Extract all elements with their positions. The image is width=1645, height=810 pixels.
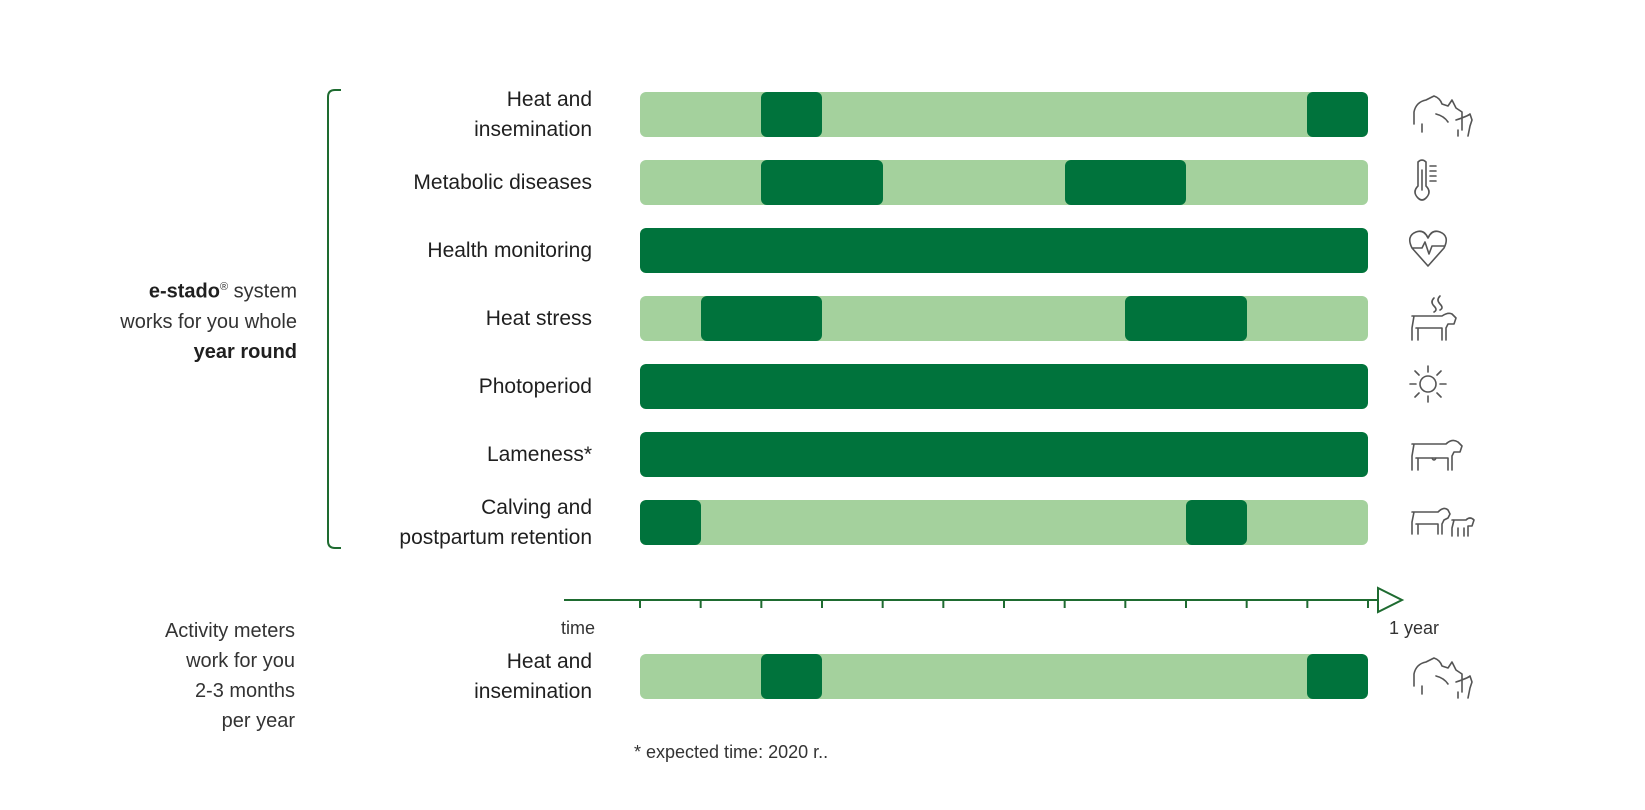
cow-heat-icon — [1411, 295, 1457, 341]
row-label-line: Heat stress — [485, 306, 592, 330]
bar-track — [640, 296, 1368, 341]
row-label-line: Heat and — [506, 87, 592, 111]
active-segment — [761, 92, 822, 137]
meters-description: Activity meters work for you 2-3 months … — [164, 620, 295, 732]
row-label-line: postpartum retention — [399, 525, 592, 549]
cows-mating-icon — [1413, 657, 1473, 699]
bar-track — [640, 500, 1368, 545]
active-segment — [640, 500, 701, 545]
brand-name: e-stado — [148, 280, 220, 303]
row-label: Lameness* — [487, 440, 592, 470]
cow-icon — [1411, 439, 1463, 471]
footnote: * expected time: 2020 r.. — [634, 742, 829, 762]
active-segment — [1125, 296, 1247, 341]
active-segment — [640, 364, 1368, 409]
active-segment — [640, 228, 1368, 273]
axis-start-label: time — [561, 618, 596, 638]
thermometer-icon — [1414, 159, 1437, 201]
row-label-line: Health monitoring — [427, 238, 592, 262]
row-label: Photoperiod — [479, 372, 592, 402]
active-segment — [1307, 654, 1368, 699]
active-segment — [700, 296, 822, 341]
row-label: Health monitoring — [427, 236, 592, 266]
bar-track — [640, 432, 1368, 477]
heart-pulse-icon — [1408, 230, 1448, 267]
row-label-line: insemination — [474, 117, 592, 141]
registered-mark: ® — [219, 281, 229, 293]
row-label: Heat stress — [486, 304, 592, 334]
axis-end-label: 1 year — [1389, 618, 1440, 638]
row-label: Heat and insemination — [474, 647, 592, 707]
cows-mating-icon — [1413, 95, 1473, 137]
row-label: Calving and postpartum retention — [399, 493, 592, 553]
row-label-line: insemination — [474, 679, 592, 703]
system-description: e-stado® system works for you whole year… — [120, 280, 297, 363]
active-segment — [761, 160, 883, 205]
active-segment — [761, 654, 822, 699]
row-label-line: Lameness* — [486, 442, 592, 466]
row-label-line: Calving and — [481, 495, 592, 519]
row-label-line: Photoperiod — [478, 374, 592, 398]
row-label-line: Metabolic diseases — [413, 170, 592, 194]
sun-icon — [1409, 365, 1447, 403]
row-label: Heat and insemination — [474, 85, 592, 145]
active-segment — [1307, 92, 1368, 137]
bar-track — [640, 92, 1368, 137]
active-segment — [1064, 160, 1186, 205]
time-axis — [564, 586, 1405, 614]
bar-track — [640, 228, 1368, 273]
bar-track — [640, 654, 1368, 699]
row-label: Metabolic diseases — [413, 168, 592, 198]
active-segment — [1186, 500, 1247, 545]
bar-track — [640, 364, 1368, 409]
cow-calf-icon — [1411, 507, 1475, 537]
system-bracket — [327, 89, 341, 549]
row-label-line: Heat and — [506, 649, 592, 673]
active-segment — [640, 432, 1368, 477]
bar-track — [640, 160, 1368, 205]
